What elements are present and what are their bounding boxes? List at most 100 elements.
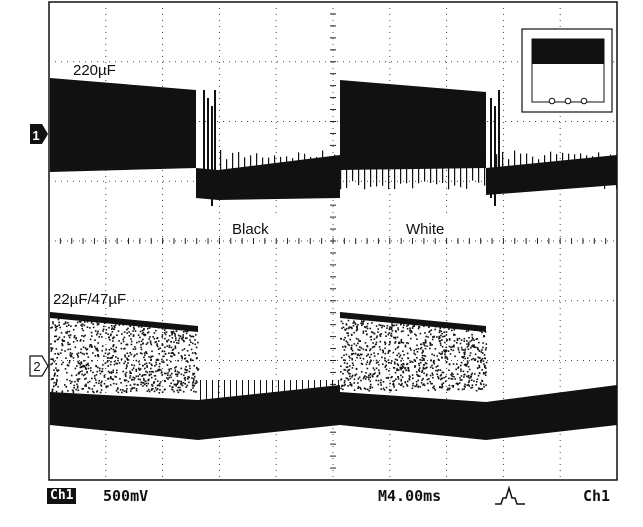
ch2-noise-dot bbox=[143, 374, 146, 376]
ch2-noise-dot bbox=[406, 352, 409, 355]
ch2-noise-dot bbox=[439, 369, 442, 371]
ch2-noise-dot bbox=[369, 359, 372, 362]
ch2-noise-dot bbox=[359, 346, 361, 348]
ch2-noise-dot bbox=[482, 383, 485, 386]
ch2-noise-dot bbox=[395, 324, 398, 326]
ch2-noise-dot bbox=[76, 321, 79, 324]
ch2-noise-dot bbox=[104, 352, 107, 355]
ch2-noise-dot bbox=[178, 337, 181, 340]
ch2-noise-dot bbox=[391, 376, 393, 378]
ch1-ripple bbox=[316, 156, 318, 187]
ch2-noise-dot bbox=[459, 379, 462, 381]
ch2-noise-dot bbox=[103, 325, 105, 328]
ch2-noise-dot bbox=[112, 348, 115, 351]
ch2-noise-dot bbox=[89, 338, 92, 341]
ch2-noise-dot bbox=[452, 349, 455, 352]
ch2-noise-dot bbox=[384, 347, 386, 350]
ch2-noise-dot bbox=[194, 339, 196, 341]
ch2-noise-dot bbox=[417, 375, 419, 377]
ch2-noise-dot bbox=[131, 379, 133, 381]
channel-2-marker: 2 bbox=[29, 355, 49, 377]
ch2-noise-dot bbox=[108, 339, 111, 341]
ch2-noise-dot bbox=[463, 340, 466, 342]
ch2-noise-dot bbox=[414, 385, 416, 388]
ch2-noise-dot bbox=[402, 326, 405, 329]
ch2-noise-dot bbox=[84, 334, 86, 337]
ch2-noise-dot bbox=[465, 330, 468, 333]
ch2-noise-dot bbox=[430, 333, 432, 336]
ch2-noise-dot bbox=[167, 372, 169, 374]
ch2-noise-dot bbox=[64, 368, 67, 370]
ch2-noise-dot bbox=[129, 352, 131, 354]
ch2-noise-dot bbox=[171, 386, 174, 388]
ch2-noise-dot bbox=[364, 388, 367, 390]
ch2-noise-dot bbox=[134, 330, 137, 332]
ch2-noise-dot bbox=[79, 366, 82, 369]
ch2-noise-dot bbox=[355, 368, 358, 370]
ch2-noise-dot bbox=[150, 359, 152, 361]
ch2-noise-dot bbox=[172, 379, 175, 382]
ch2-noise-dot bbox=[155, 359, 158, 361]
ch2-noise-dot bbox=[51, 362, 53, 365]
ch2-noise-dot bbox=[69, 334, 72, 336]
ch2-noise-dot bbox=[171, 337, 174, 339]
ch2-noise-dot bbox=[167, 374, 169, 376]
ch1-burst-white bbox=[340, 80, 486, 170]
ch2-noise-dot bbox=[352, 322, 354, 324]
ch2-noise-dot bbox=[183, 374, 185, 377]
ch2-noise-dot bbox=[161, 328, 164, 330]
ch2-noise-dot bbox=[50, 363, 52, 366]
ch2-noise-dot bbox=[187, 377, 189, 380]
ch2-noise-dot bbox=[175, 339, 177, 341]
ch2-noise-dot bbox=[144, 373, 147, 376]
ch2-noise-dot bbox=[126, 358, 128, 360]
ch2-noise-dot bbox=[66, 332, 68, 335]
ch1-lower-band bbox=[218, 155, 340, 200]
ch2-noise-dot bbox=[184, 383, 186, 385]
ch2-noise-dot bbox=[388, 328, 391, 331]
ch2-noise-dot bbox=[412, 377, 414, 380]
ch2-noise-dot bbox=[480, 361, 482, 363]
ch2-noise-dot bbox=[483, 386, 485, 388]
channel-2-marker-number: 2 bbox=[33, 359, 40, 374]
ch2-noise-dot bbox=[364, 375, 366, 377]
ch2-noise-dot bbox=[138, 367, 140, 370]
ch2-noise-dot bbox=[480, 359, 483, 361]
ch2-noise-dot bbox=[168, 368, 170, 371]
ch2-noise-dot bbox=[400, 367, 403, 369]
ch2-noise-dot bbox=[121, 391, 123, 394]
ch2-noise-dot bbox=[131, 387, 134, 389]
ch2-noise-dot bbox=[154, 387, 157, 389]
ch2-noise-dot bbox=[120, 347, 123, 350]
ch2-noise-dot bbox=[145, 343, 148, 345]
ch2-noise-dot bbox=[158, 353, 160, 355]
ch2-noise-dot bbox=[407, 324, 409, 326]
black-annotation: Black bbox=[232, 221, 269, 238]
ch2-noise-dot bbox=[345, 377, 348, 379]
ch2-noise-dot bbox=[432, 376, 434, 379]
ch2-noise-dot bbox=[422, 350, 424, 353]
ch2-noise-dot bbox=[70, 325, 72, 327]
ch2-noise-dot bbox=[357, 378, 360, 380]
ch2-noise-dot bbox=[406, 385, 409, 387]
ch2-noise-dot bbox=[188, 354, 190, 357]
ch2-noise-dot bbox=[372, 342, 374, 344]
ch2-noise-dot bbox=[351, 334, 353, 336]
ch2-noise-dot bbox=[357, 387, 359, 389]
ch2-noise-dot bbox=[390, 389, 392, 392]
ch2-noise-dot bbox=[394, 336, 396, 339]
ch2-noise-dot bbox=[130, 333, 132, 335]
ch2-noise-dot bbox=[417, 379, 420, 382]
ch1-ripple bbox=[322, 150, 324, 181]
ch2-noise-dot bbox=[360, 322, 363, 324]
ch2-noise-dot bbox=[174, 333, 176, 336]
ch2-noise-dot bbox=[139, 368, 142, 370]
ch2-noise-dot bbox=[76, 365, 78, 367]
ch2-noise-dot bbox=[193, 379, 195, 381]
ch2-noise-dot bbox=[409, 347, 411, 349]
ch2-noise-dot bbox=[186, 369, 189, 371]
ch2-noise-dot bbox=[400, 384, 403, 386]
ch2-noise-dot bbox=[357, 348, 359, 351]
ch2-noise-dot bbox=[366, 367, 369, 370]
ch2-noise-dot bbox=[466, 340, 468, 342]
